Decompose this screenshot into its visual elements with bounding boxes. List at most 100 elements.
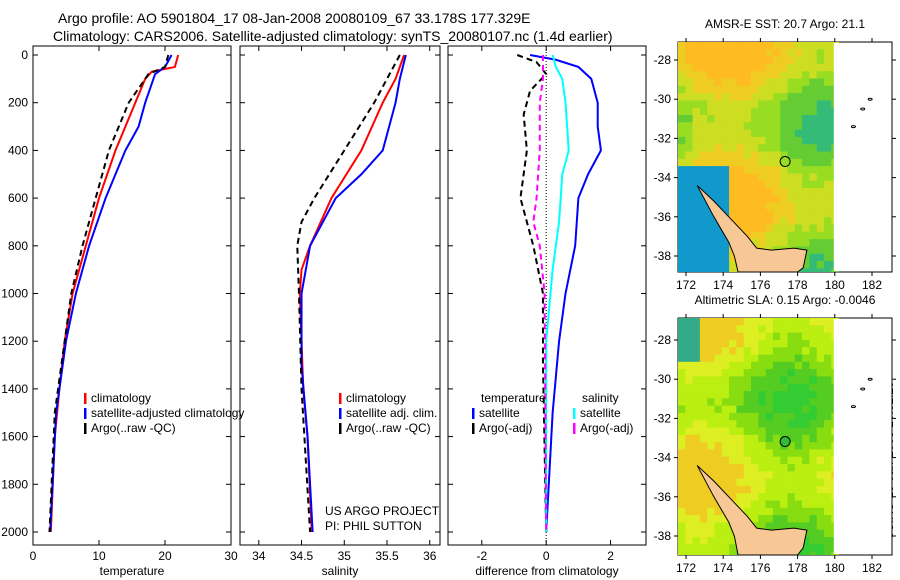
map-cell: [816, 354, 825, 363]
map-cell: [816, 369, 825, 377]
legend-label: satellite adj. clim.: [346, 406, 437, 420]
map-cell: [809, 231, 818, 240]
island-outline: [850, 405, 856, 409]
map-cell: [802, 122, 810, 131]
map-cell: [751, 129, 759, 138]
map-cell: [685, 224, 694, 233]
map-cell: [816, 261, 825, 269]
map-x-tick-label: 178: [788, 561, 808, 575]
map-cell: [765, 339, 774, 348]
map-cell: [736, 42, 745, 50]
map-cell: [802, 456, 810, 465]
map-cell: [824, 188, 832, 196]
map-x-tick-label: 172: [676, 278, 696, 292]
map-cell: [678, 144, 686, 152]
map-cell: [721, 144, 730, 152]
map-cell: [758, 100, 767, 109]
map-cell: [685, 398, 694, 407]
map-cell: [699, 268, 708, 272]
x-tick-label: 35.5: [375, 549, 399, 563]
map-cell: [772, 144, 781, 152]
map-cell: [729, 427, 737, 436]
map-cell: [772, 85, 781, 94]
map-cell: [772, 398, 781, 407]
map-cell: [729, 129, 737, 138]
map-cell: [772, 107, 781, 116]
map-cell: [758, 507, 767, 516]
map-cell: [802, 339, 810, 348]
map-cell: [707, 500, 715, 509]
x-tick-label: 35: [338, 549, 352, 563]
map-cell: [765, 122, 774, 131]
map-cell: [751, 136, 759, 145]
map-cell: [758, 391, 767, 399]
map-cell: [758, 347, 767, 355]
map-cell: [816, 522, 825, 531]
map-cell: [780, 449, 788, 458]
map-cell: [780, 412, 788, 421]
map-cell: [765, 376, 774, 385]
map-cell: [721, 261, 730, 269]
map-cell: [794, 122, 803, 131]
map-cell: [729, 493, 737, 501]
map-cell: [685, 412, 694, 421]
map-cell: [736, 202, 745, 211]
map-cell: [809, 202, 818, 211]
map-cell: [816, 144, 825, 152]
map-cell: [699, 507, 708, 516]
map-cell: [751, 369, 759, 377]
x-axis-label: salinity: [322, 564, 359, 578]
map-cell: [765, 49, 774, 58]
map-cell: [721, 239, 730, 247]
map-cell: [758, 522, 767, 531]
map-cell: [714, 507, 723, 516]
map-cell: [692, 537, 701, 545]
map-cell: [751, 500, 759, 509]
map-cell: [816, 71, 825, 79]
map-cell: [714, 332, 723, 341]
map-cell: [721, 151, 730, 160]
map-cell: [699, 383, 708, 392]
map-cell: [809, 376, 818, 385]
map-cell: [714, 347, 723, 355]
map-cell: [758, 166, 767, 174]
map-cell: [794, 115, 803, 123]
y-tick-label: 0: [21, 48, 28, 62]
map-cell: [780, 507, 788, 516]
map-cell: [772, 412, 781, 421]
map-cell: [721, 354, 730, 363]
map-cell: [721, 63, 730, 72]
map-cell: [743, 158, 752, 167]
map-cell: [729, 325, 737, 334]
map-cell: [685, 85, 694, 94]
map-cell: [794, 464, 803, 472]
map-cell: [692, 325, 701, 334]
map-cell: [707, 369, 715, 377]
map-cell: [729, 195, 737, 204]
map-cell: [787, 427, 796, 436]
map-cell: [780, 231, 788, 240]
map-cell: [729, 339, 737, 348]
map-y-tick-label: -30: [654, 372, 672, 386]
map-cell: [751, 318, 759, 326]
map-cell: [772, 383, 781, 392]
map-cell: [802, 332, 810, 341]
map-cell: [729, 78, 737, 87]
map-cell: [780, 115, 788, 123]
map-cell: [809, 361, 818, 370]
map-title: Altimetric SLA: 0.15 Argo: -0.0046: [695, 293, 876, 307]
map-cell: [780, 158, 788, 167]
map-cell: [743, 129, 752, 138]
map-cell: [721, 93, 730, 101]
map-cell: [809, 253, 818, 262]
map-cell: [678, 485, 686, 494]
map-cell: [751, 332, 759, 341]
map-cell: [765, 391, 774, 399]
map-cell: [685, 405, 694, 414]
map-cell: [729, 93, 737, 101]
map-cell: [758, 500, 767, 509]
map-cell: [685, 129, 694, 138]
map-cell: [736, 122, 745, 131]
map-cell: [751, 71, 759, 79]
map-cell: [787, 478, 796, 487]
